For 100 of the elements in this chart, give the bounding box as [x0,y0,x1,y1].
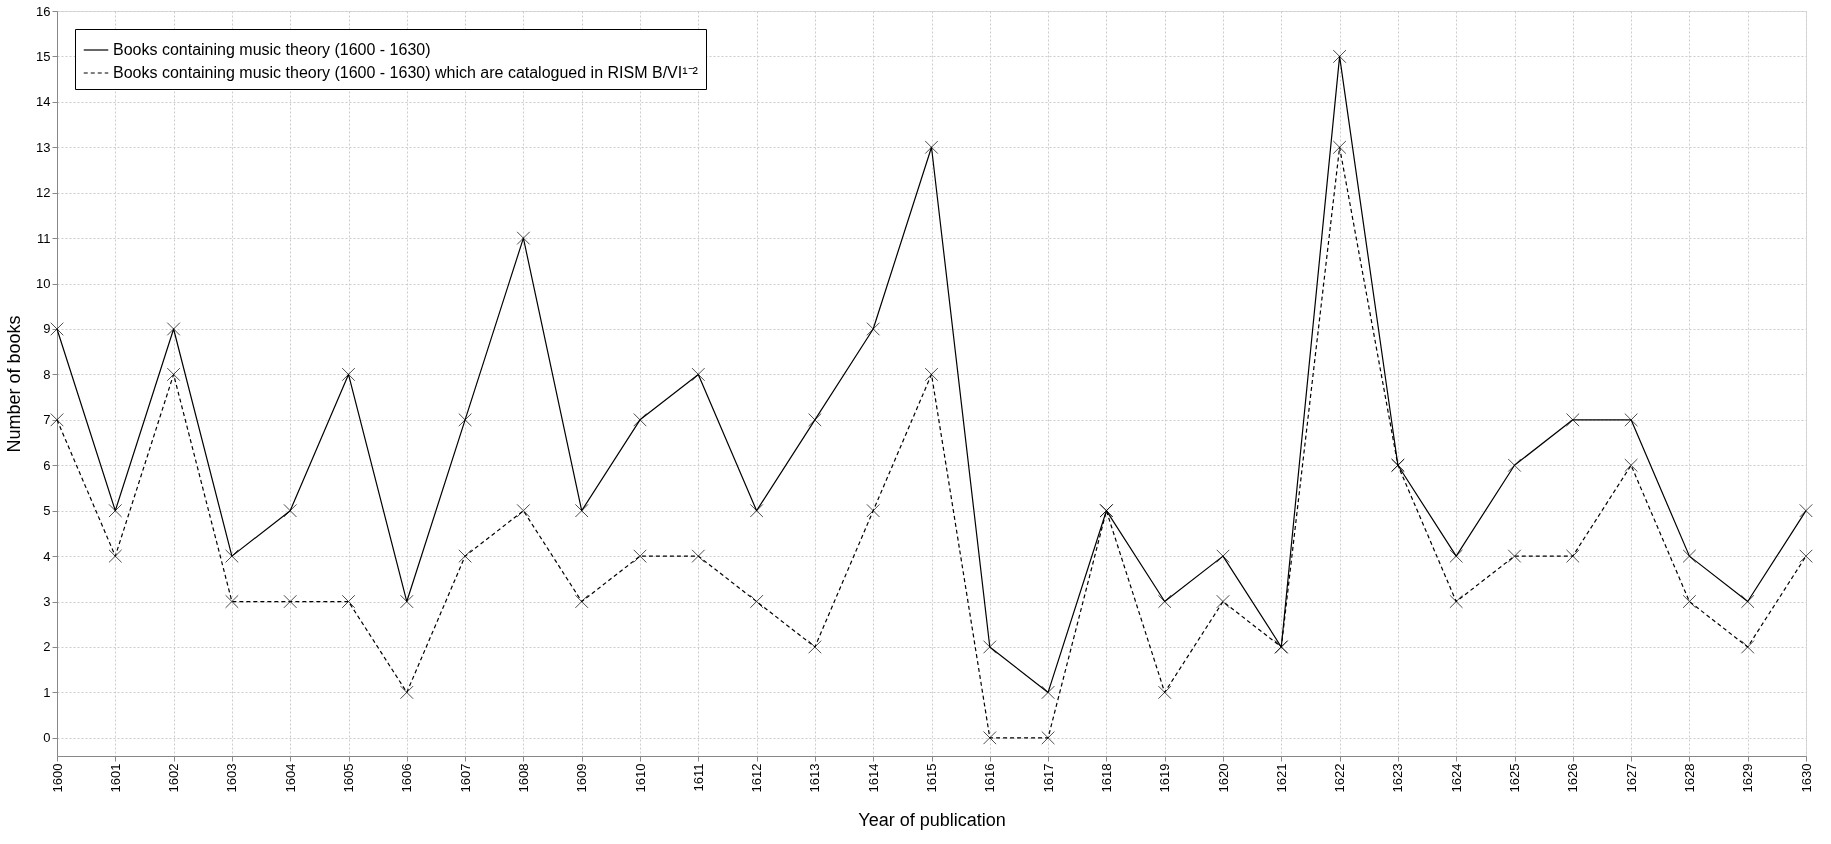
x-tick-label: 1619 [1157,763,1173,793]
x-tick-label: 1609 [574,763,590,793]
x-tick-label: 1622 [1332,763,1348,793]
legend-label: Books containing music theory (1600 - 1630) [113,41,431,58]
x-tick-label: 1602 [166,763,182,793]
y-tick-label: 3 [43,594,51,610]
point [516,503,531,518]
y-tick-label: 5 [43,503,51,519]
x-tick-label: 1623 [1390,763,1406,793]
x-tick-label: 1600 [49,763,65,793]
point [749,503,764,518]
x-tick-label: 1615 [924,763,939,793]
point [1682,549,1697,563]
y-tick-label: 10 [36,276,51,292]
y-tick-label: 7 [43,412,51,428]
point [1624,413,1638,427]
point [1740,640,1755,654]
point [283,503,298,518]
y-tick-label: 14 [36,94,51,110]
point [1216,594,1230,609]
point [1507,458,1522,473]
point [633,413,647,427]
point [225,594,239,609]
y-tick-label: 8 [43,366,51,382]
point [458,413,472,427]
x-tick-label: 1601 [107,763,123,793]
y-axis-title: Number of books [4,315,25,453]
point [982,640,997,654]
x-tick-label: 1612 [749,763,765,793]
y-tick-label: 16 [36,3,51,19]
point [574,503,589,518]
point [808,413,822,427]
x-tick-label: 1610 [632,763,648,793]
legend-label: Books containing music theory (1600 - 1630) which are catalogued in RISM B/VI¹⁻² [113,64,699,81]
x-tick-label: 1607 [457,763,473,793]
point [574,594,589,609]
point [1449,549,1464,563]
x-tick-label: 1621 [1273,763,1289,793]
point [691,367,706,382]
point [866,503,881,518]
x-tick-label: 1624 [1448,763,1464,793]
point [50,413,64,427]
point [1332,140,1347,155]
y-tick-label: 12 [36,185,51,201]
point [1682,594,1697,609]
point [341,367,356,382]
point [166,322,181,336]
point [399,685,414,700]
point [225,549,239,563]
y-tick-label: 6 [43,457,51,473]
point [1157,685,1172,700]
point [1216,549,1230,563]
point [458,549,472,563]
x-tick-label: 1628 [1681,763,1697,793]
point [1799,503,1813,518]
point [399,594,414,609]
point [924,367,939,382]
x-tick-label: 1630 [1798,763,1814,793]
y-tick-label: 0 [43,730,51,746]
point [982,731,997,745]
x-tick-label: 1625 [1507,763,1522,793]
x-axis-title: Year of publication [858,810,1006,831]
point [749,594,764,609]
point [1041,685,1055,700]
x-tick-label: 1608 [515,763,531,793]
point [1565,549,1580,563]
y-tick-label: 13 [36,139,51,155]
point [1740,594,1755,609]
y-tick-label: 9 [43,321,51,337]
x-tick-label: 1616 [982,763,998,793]
point [341,594,356,609]
point [808,640,822,654]
point [283,594,298,609]
x-tick-label: 1618 [1098,763,1114,793]
x-tick-label: 1606 [399,763,415,793]
point [516,231,531,245]
x-tick-label: 1604 [282,763,298,793]
x-tick-label: 1611 [690,763,706,792]
x-tick-label: 1627 [1623,763,1639,793]
point [633,549,647,563]
x-tick-label: 1614 [865,763,881,793]
point [1799,549,1813,563]
y-tick-label: 4 [43,548,51,564]
y-tick-label: 11 [37,230,51,246]
y-tick-label: 1 [43,684,51,700]
x-tick-label: 1613 [807,763,823,793]
x-tick-label: 1626 [1565,763,1581,793]
x-tick-label: 1620 [1215,763,1231,793]
point [166,367,181,382]
point [1449,594,1464,609]
point [1332,49,1347,64]
y-tick-label: 15 [36,48,51,64]
x-tick-label: 1605 [341,763,356,793]
point [108,503,123,518]
x-tick-label: 1603 [224,763,240,793]
x-tick-label: 1617 [1040,763,1056,793]
x-tick-label: 1629 [1740,763,1756,793]
point [866,322,881,336]
point [1157,594,1172,609]
point [1041,731,1055,745]
